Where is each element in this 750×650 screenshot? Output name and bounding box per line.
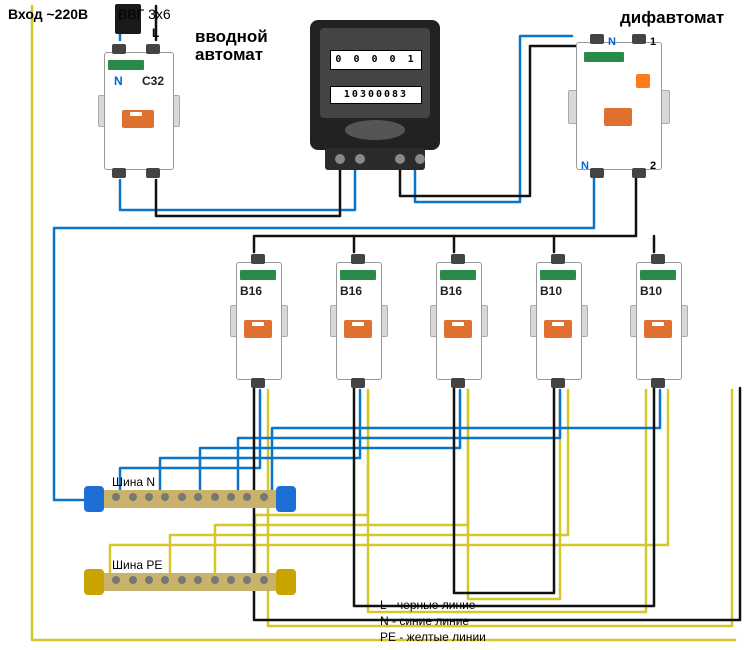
sub-breaker-rating: B10 bbox=[540, 284, 562, 298]
main-breaker-toggle bbox=[122, 110, 154, 128]
rcbo-test-button bbox=[636, 74, 650, 88]
sub-breaker-rating: B10 bbox=[640, 284, 662, 298]
legend-pe: PE - желтые линии bbox=[380, 630, 486, 644]
sub-breaker-toggle bbox=[244, 320, 272, 338]
main-breaker-n-mark: N bbox=[114, 74, 123, 88]
sub-breaker-2: B16 bbox=[330, 250, 386, 390]
rcbo-toggle bbox=[604, 108, 632, 126]
legend-l: L - черные линие bbox=[380, 598, 475, 612]
label-input-voltage: Вход ~220В bbox=[8, 6, 88, 22]
sub-breaker-rating: B16 bbox=[440, 284, 462, 298]
label-bus-n: Шина N bbox=[112, 475, 155, 489]
rcbo-mark-2: 2 bbox=[650, 160, 656, 172]
sub-breaker-toggle bbox=[644, 320, 672, 338]
label-bus-pe: Шина PE bbox=[112, 558, 162, 572]
main-breaker-rating: C32 bbox=[142, 74, 164, 88]
sub-breaker-5: B10 bbox=[630, 250, 686, 390]
busbar-n bbox=[90, 490, 290, 508]
label-cable-type: ВВГ 3x6 bbox=[118, 6, 171, 22]
sub-breaker-3: B16 bbox=[430, 250, 486, 390]
legend-n: N - синие линие bbox=[380, 614, 469, 628]
sub-breaker-toggle bbox=[444, 320, 472, 338]
label-main-breaker: вводнойавтомат bbox=[195, 28, 268, 64]
rcbo-difavtomat: N 1 N 2 bbox=[568, 30, 668, 180]
rcbo-mark-1: 1 bbox=[650, 36, 656, 48]
electricity-meter: 0 0 0 0 1 10300083 bbox=[300, 20, 450, 180]
sub-breaker-toggle bbox=[344, 320, 372, 338]
sub-breaker-1: B16 bbox=[230, 250, 286, 390]
meter-kwh: 10300083 bbox=[330, 86, 422, 104]
rcbo-mark-n2: N bbox=[581, 160, 589, 172]
meter-register: 0 0 0 0 1 bbox=[330, 50, 422, 70]
sub-breaker-rating: B16 bbox=[340, 284, 362, 298]
main-breaker: N C32 bbox=[98, 40, 178, 180]
busbar-pe bbox=[90, 573, 290, 591]
sub-breaker-rating: B16 bbox=[240, 284, 262, 298]
sub-breaker-4: B10 bbox=[530, 250, 586, 390]
rcbo-mark-n: N bbox=[608, 36, 616, 48]
main-breaker-l-mark: L bbox=[152, 26, 159, 40]
brand-strip bbox=[108, 60, 144, 70]
label-rcbo: дифавтомат bbox=[620, 8, 724, 28]
sub-breaker-toggle bbox=[544, 320, 572, 338]
